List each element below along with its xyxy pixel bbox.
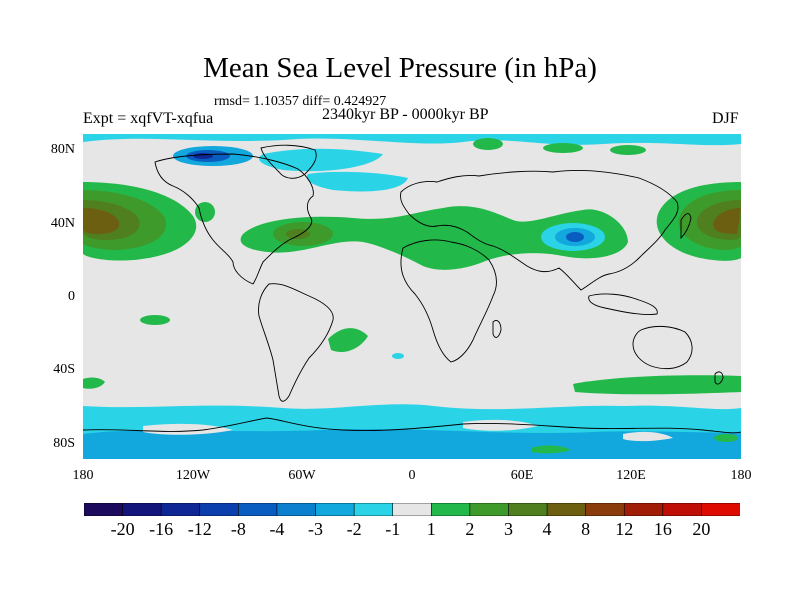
x-tick-60e: 60E — [510, 468, 534, 483]
greenland-outline — [260, 144, 317, 179]
colorbar-swatch — [122, 503, 162, 516]
period-label: 2340kyr BP - 0000kyr BP — [322, 106, 489, 123]
colorbar-swatch — [238, 503, 278, 516]
y-tick-0: 0 — [68, 289, 75, 304]
colorbar-swatch — [469, 503, 510, 516]
africa-outline — [400, 239, 497, 363]
colorbar-label: -8 — [230, 519, 246, 539]
colorbar-swatch — [585, 503, 625, 516]
colorbar-swatch — [623, 503, 664, 516]
colorbar-label: 8 — [581, 519, 591, 539]
colorbar-swatch — [276, 503, 317, 516]
x-tick-180w: 180 — [72, 468, 94, 483]
colorbar-swatch — [392, 503, 432, 516]
colorbar-label: -1 — [385, 519, 401, 539]
y-tick-40n: 40N — [50, 216, 75, 231]
colorbar-label: 12 — [615, 519, 634, 539]
colorbar-label: -3 — [308, 519, 324, 539]
stats-text: rmsd= 1.10357 diff= 0.424927 — [214, 94, 387, 109]
colorbar-swatch — [315, 503, 355, 516]
colorbar-label: -20 — [110, 519, 135, 539]
y-tick-80n: 80N — [50, 142, 75, 157]
australia-outline — [632, 325, 693, 370]
colorbar-label: 16 — [653, 519, 672, 539]
x-tick-120e: 120E — [616, 468, 646, 483]
colorbar-label: -2 — [346, 519, 362, 539]
colorbar-swatch — [84, 503, 124, 516]
anomaly-fields — [83, 134, 741, 459]
x-tick-120w: 120W — [175, 468, 211, 483]
colorbar-swatch — [160, 503, 201, 516]
y-tick-80s: 80S — [53, 436, 75, 451]
continent-outlines — [83, 144, 741, 434]
x-tick-0: 0 — [408, 468, 416, 483]
colorbar-swatch — [508, 503, 548, 516]
colorbar-swatch — [701, 503, 740, 516]
antarctica-outline — [83, 417, 741, 434]
colorbar — [84, 503, 740, 516]
eurasia-outline — [400, 169, 679, 291]
indonesia-outline — [588, 293, 658, 315]
japan-outline — [680, 213, 692, 240]
season-label: DJF — [712, 110, 739, 127]
new-zealand-outline — [714, 371, 724, 385]
colorbar-label: 3 — [503, 519, 513, 539]
map-title: Mean Sea Level Pressure (in hPa) — [203, 52, 597, 84]
colorbar-label: 4 — [542, 519, 552, 539]
north-america-outline — [154, 153, 314, 285]
colorbar-label: 20 — [692, 519, 711, 539]
y-tick-40s: 40S — [53, 362, 75, 377]
x-tick-180e: 180 — [730, 468, 752, 483]
colorbar-swatch — [430, 503, 471, 516]
colorbar-label: -16 — [149, 519, 174, 539]
madagascar-outline — [492, 319, 502, 338]
south-america-outline — [258, 283, 334, 402]
colorbar-label: 2 — [465, 519, 475, 539]
colorbar-label: -12 — [187, 519, 212, 539]
colorbar-label: 1 — [426, 519, 436, 539]
x-tick-60w: 60W — [288, 468, 316, 483]
colorbar-swatch — [662, 503, 703, 516]
experiment-label: Expt = xqfVT-xqfua — [83, 110, 214, 127]
map-panel — [83, 134, 741, 459]
colorbar-label: -4 — [269, 519, 285, 539]
colorbar-swatch — [199, 503, 239, 516]
colorbar-swatch — [546, 503, 587, 516]
colorbar-swatch — [353, 503, 394, 516]
